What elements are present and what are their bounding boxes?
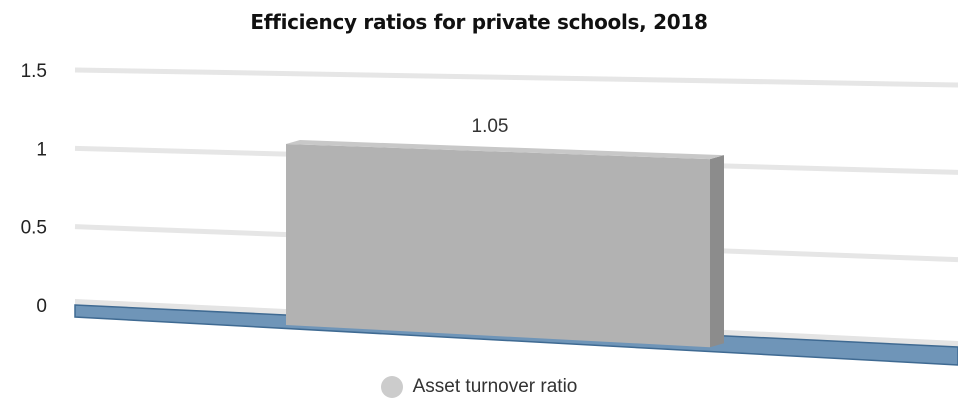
y-tick-label: 0.5 (21, 218, 47, 239)
chart-title: Efficiency ratios for private schools, 2… (250, 10, 708, 34)
bar (286, 144, 710, 348)
legend: Asset turnover ratio (0, 376, 958, 398)
gridline (74, 67, 958, 88)
legend-swatch (380, 376, 403, 398)
y-tick-label: 1 (36, 139, 47, 160)
y-tick-label: 1.5 (21, 61, 47, 82)
bar-top (286, 140, 724, 160)
bar-side (710, 155, 724, 348)
y-tick-label: 0 (36, 296, 47, 317)
legend-label: Asset turnover ratio (412, 376, 578, 397)
data-label: 1.05 (472, 116, 509, 137)
